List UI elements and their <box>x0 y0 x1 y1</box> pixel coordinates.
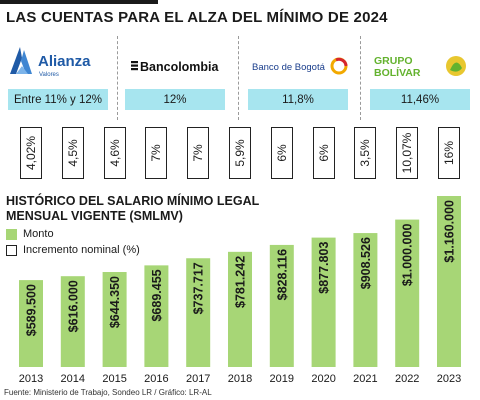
bank-bogota: Banco de Bogotá 11,8% <box>248 40 348 114</box>
x-tick-label: 2014 <box>61 373 85 385</box>
x-tick-label: 2020 <box>311 373 335 385</box>
bar-value-label: $828.116 <box>275 249 289 300</box>
title-rule <box>0 0 158 4</box>
x-tick-label: 2017 <box>186 373 210 385</box>
increment-box: 10,07% <box>396 127 419 179</box>
bar <box>228 251 252 367</box>
increment-box: 3,5% <box>354 127 377 179</box>
bar-value-label: $616.000 <box>66 280 80 332</box>
page-title: LAS CUENTAS PARA EL ALZA DEL MÍNIMO DE 2… <box>6 9 388 26</box>
legend-label-monto: Monto <box>23 228 54 240</box>
bolivar-logo: GRUPO BOLÍVAR <box>374 55 466 79</box>
rate-alianza: Entre 11% y 12% <box>8 89 108 110</box>
increment-box: 6% <box>312 127 335 179</box>
increment-box: 6% <box>270 127 293 179</box>
x-tick-label: 2013 <box>19 373 43 385</box>
bar-value-label: $689.455 <box>150 269 164 321</box>
legend-swatch-incremento <box>6 244 17 256</box>
separator <box>238 36 239 120</box>
legend-label-incremento: Incremento nominal (%) <box>23 244 140 256</box>
bar <box>269 244 294 367</box>
increment-box: 5,9% <box>229 127 251 179</box>
bar-value-label: $908.526 <box>359 237 373 289</box>
bancolombia-logo: Bancolombia <box>131 60 220 74</box>
x-tick-label: 2021 <box>353 373 377 385</box>
bar <box>144 265 169 367</box>
legend-monto: Monto <box>6 228 54 240</box>
bar-value-label: $737.717 <box>192 262 206 314</box>
x-tick-label: 2015 <box>102 373 126 385</box>
bar-value-label: $589.500 <box>25 284 39 336</box>
rate-bancolombia: 12% <box>125 89 225 110</box>
separator <box>117 36 118 120</box>
source-note: Fuente: Ministerio de Trabajo, Sondeo LR… <box>4 388 212 397</box>
alianza-sub: Valores <box>39 72 59 78</box>
bolivar-name-1: GRUPO <box>374 55 413 67</box>
bancolombia-name: Bancolombia <box>140 60 220 74</box>
x-tick-label: 2022 <box>395 373 419 385</box>
bank-bolivar: GRUPO BOLÍVAR 11,46% <box>370 40 470 114</box>
alianza-logo: Alianza Valores <box>10 47 91 78</box>
bank-alianza: Alianza Valores Entre 11% y 12% <box>8 40 108 114</box>
x-tick-label: 2018 <box>228 373 252 385</box>
bar <box>186 258 211 367</box>
bar-value-label: $1.000.000 <box>401 224 415 287</box>
x-tick-label: 2019 <box>270 373 294 385</box>
bar <box>102 272 127 367</box>
separator <box>360 36 361 120</box>
increment-box: 4,6% <box>103 127 126 179</box>
bar-value-label: $877.803 <box>317 242 331 294</box>
increment-box: 7% <box>187 127 210 179</box>
increment-box: 4,5% <box>61 127 84 179</box>
x-tick-label: 2016 <box>144 373 168 385</box>
bolivar-name-2: BOLÍVAR <box>374 66 421 79</box>
legend-swatch-monto <box>6 228 17 240</box>
bar <box>60 276 85 367</box>
bar-value-label: $781.242 <box>234 256 248 308</box>
section-title: HISTÓRICO DEL SALARIO MÍNIMO LEGAL MENSU… <box>6 194 260 223</box>
bar-value-label: $644.350 <box>108 276 122 328</box>
alianza-name: Alianza <box>38 53 91 70</box>
bar <box>19 280 43 367</box>
rate-bolivar: 11,46% <box>370 89 470 110</box>
bank-bancolombia: Bancolombia 12% <box>125 40 225 114</box>
bogota-logo: Banco de Bogotá <box>252 57 348 75</box>
increment-box: 16% <box>438 127 460 179</box>
x-tick-label: 2023 <box>437 373 461 385</box>
increment-box: 7% <box>145 127 168 179</box>
bar-value-label: $1.160.000 <box>443 200 457 263</box>
increment-box: 4,02% <box>20 127 42 179</box>
bar <box>395 219 420 367</box>
legend-incremento: Incremento nominal (%) <box>6 244 140 256</box>
bar <box>311 237 336 367</box>
rate-bogota: 11,8% <box>248 89 348 110</box>
bar <box>353 233 378 367</box>
bogota-name: Banco de Bogotá <box>252 62 326 73</box>
bar <box>437 196 461 367</box>
